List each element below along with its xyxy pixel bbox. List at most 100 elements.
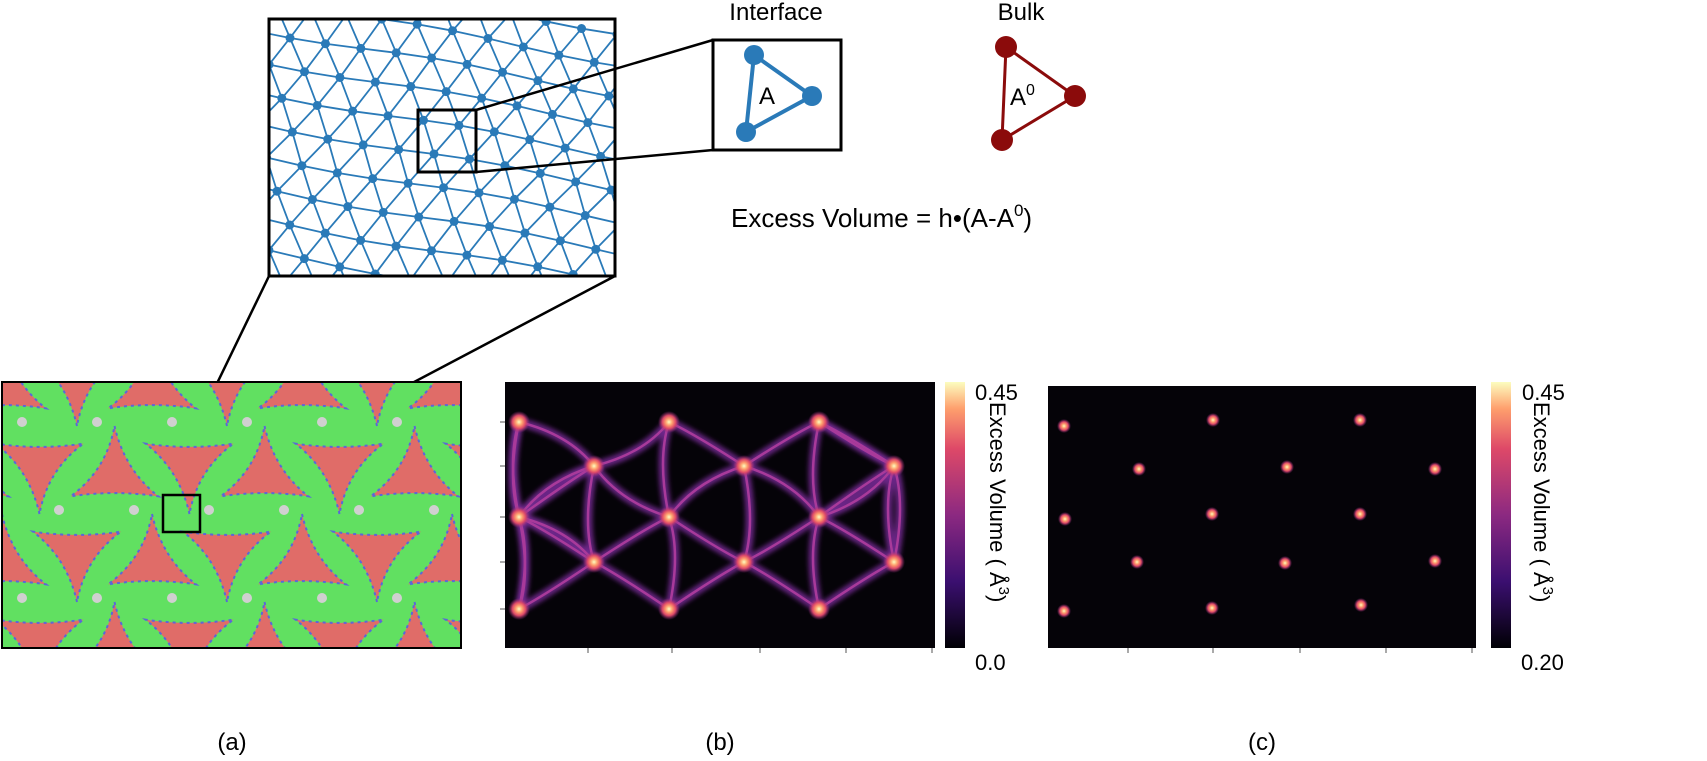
lattice-bond <box>729 338 743 372</box>
lattice-atom <box>335 262 345 272</box>
lattice-bond <box>127 34 140 68</box>
lattice-bond <box>289 19 306 39</box>
panel-c-ticks <box>1127 648 1473 653</box>
lattice-bond <box>602 342 637 350</box>
lattice-bond <box>460 289 481 318</box>
lattice-bond <box>773 279 808 284</box>
lattice-bond <box>301 164 338 174</box>
junction-patch <box>204 505 214 515</box>
lattice-bond <box>151 101 186 107</box>
bulk-title: Bulk <box>998 0 1046 26</box>
red-domain <box>146 268 234 338</box>
lattice-bond <box>453 192 480 223</box>
lattice-bond <box>779 376 814 380</box>
lattice-bond <box>148 6 183 14</box>
lattice-bond <box>269 64 270 67</box>
lattice-bond <box>800 347 814 381</box>
lattice-bond <box>231 149 242 183</box>
lattice-atom <box>412 19 422 29</box>
bulk-triangle <box>1000 44 1078 143</box>
lattice-bond <box>163 40 198 48</box>
lattice-atom <box>441 87 451 97</box>
lattice-bond <box>402 341 412 375</box>
lattice-bond <box>587 95 610 124</box>
lattice-bond <box>418 216 455 223</box>
interface-atom <box>802 86 822 106</box>
red-domain <box>0 690 46 760</box>
lattice-bond <box>196 115 222 141</box>
lattice-bond <box>140 40 163 67</box>
lattice-atom <box>809 185 818 194</box>
lattice-bond <box>374 273 377 276</box>
junction-patch <box>129 505 139 515</box>
bulk-area-label: A0 <box>1010 82 1035 111</box>
lattice-atom <box>287 127 297 137</box>
lattice-bond <box>342 334 367 359</box>
lattice-bond <box>602 342 615 376</box>
lattice-bond <box>219 209 254 217</box>
lattice-bond <box>715 304 730 338</box>
lattice-bond <box>523 46 560 57</box>
lattice-bond <box>659 106 680 135</box>
lattice-bond <box>587 121 615 129</box>
lattice-bond <box>200 303 225 332</box>
hotspot <box>883 455 905 477</box>
lattice-bond <box>688 43 701 77</box>
lattice-atom <box>391 241 401 251</box>
hotspot <box>508 598 530 620</box>
lattice-atom <box>633 346 642 355</box>
junction-patch <box>392 417 402 427</box>
lattice-bond <box>473 352 483 386</box>
lattice-bond <box>593 61 610 97</box>
panel-c-colorbar-max: 0.45 <box>1522 380 1565 405</box>
lattice-bond <box>304 70 341 79</box>
lattice-bond <box>303 71 319 106</box>
lattice-atom <box>571 177 581 187</box>
red-domain <box>407 513 461 586</box>
lattice-bond <box>176 74 187 108</box>
lattice-bond <box>727 241 762 245</box>
panel-c-heatmap <box>1048 386 1476 648</box>
hotspot <box>1428 554 1442 568</box>
lattice-bond <box>311 0 334 10</box>
lattice-bond <box>339 77 354 112</box>
lattice-bond <box>522 46 539 82</box>
lattice-bond <box>644 102 659 136</box>
lattice-bond <box>186 108 221 116</box>
lattice-bond <box>410 85 447 93</box>
lattice-bond <box>545 20 582 30</box>
lattice-bond <box>417 23 453 32</box>
lattice-atom <box>654 320 663 329</box>
lattice-bond <box>572 88 589 123</box>
lattice-bond <box>496 294 517 323</box>
lattice-bond <box>234 31 255 56</box>
lattice-atom <box>535 168 545 178</box>
lattice-bond <box>573 88 609 97</box>
lattice-atom <box>202 171 211 180</box>
lattice-bond <box>460 318 473 352</box>
lattice-bond <box>682 174 707 203</box>
bulk-inset: A0 <box>991 36 1086 151</box>
hotspot <box>583 551 605 573</box>
lattice-bond <box>380 19 383 20</box>
lattice-atom <box>166 164 175 173</box>
lattice-atom <box>606 185 615 195</box>
lattice-bond <box>219 183 242 209</box>
lattice-bond <box>545 21 560 56</box>
lattice-bond <box>537 80 554 115</box>
lattice-bond <box>466 254 477 276</box>
lattice-bond <box>673 359 708 366</box>
lattice-atom <box>421 309 430 318</box>
lattice-bond <box>607 95 615 113</box>
lattice-atom <box>667 165 676 174</box>
lattice-bond <box>442 187 455 222</box>
panel-c-colorbar-gradient <box>1491 382 1511 648</box>
lattice-atom <box>746 304 755 313</box>
red-domain <box>71 250 159 320</box>
hotspot <box>1058 512 1072 526</box>
junction-patch <box>279 505 289 515</box>
lattice-atom <box>383 111 393 121</box>
lattice-bond <box>431 249 468 257</box>
lattice-bond <box>671 169 682 203</box>
lattice-bond <box>468 158 480 194</box>
